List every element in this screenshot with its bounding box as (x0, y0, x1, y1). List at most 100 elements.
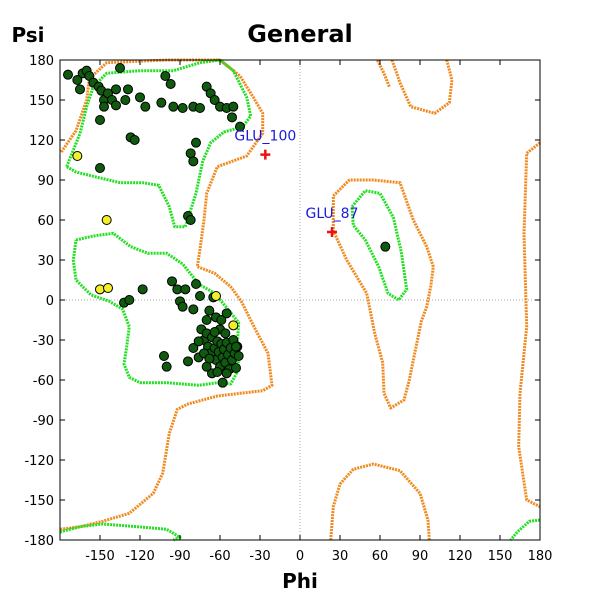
y-tick-label: -120 (24, 454, 54, 469)
outlier-label: GLU_87 (305, 206, 358, 222)
favoured-residue-point (63, 69, 73, 80)
zero-lines (60, 60, 540, 540)
favoured-residue-point (188, 343, 199, 353)
favoured-residue-point (95, 163, 105, 173)
favoured-residue-point (167, 276, 177, 287)
allowed-residue-point (103, 283, 113, 293)
residue-points (63, 63, 391, 388)
favoured-residue-point (140, 101, 151, 112)
x-axis-title: Phi (282, 569, 318, 593)
y-tick-label: -30 (33, 334, 54, 349)
favoured-residue-point (204, 353, 215, 364)
y-tick-label: -180 (24, 534, 54, 549)
favoured-residue-point (221, 368, 232, 379)
x-tick-label: -90 (169, 549, 190, 564)
y-tick-label: 120 (29, 134, 54, 149)
favoured-residue-point (160, 71, 171, 81)
allowed-residue-point (228, 320, 239, 331)
outlier-label: GLU_100 (234, 129, 296, 145)
favoured-residue-point (75, 84, 85, 95)
outlier-marker (327, 227, 337, 237)
x-tick-label: 120 (448, 549, 473, 564)
allowed-residue-point (95, 284, 105, 295)
y-tick-label: -90 (33, 414, 54, 429)
favoured-region-contour-1 (65, 58, 253, 229)
favoured-residue-point (129, 135, 140, 145)
favoured-residue-point (195, 103, 205, 113)
favoured-residue-point (193, 336, 204, 347)
x-tick-label: 0 (296, 549, 304, 564)
favoured-residue-point (228, 101, 239, 112)
favoured-residue-point (188, 156, 199, 167)
y-tick-label: 60 (37, 214, 54, 229)
allowed-residue-point (101, 215, 112, 225)
y-tick-label: 0 (46, 294, 54, 309)
allowed-region-contour-2 (517, 141, 541, 509)
x-tick-label: 60 (372, 549, 389, 564)
x-tick-label: -30 (249, 549, 270, 564)
x-tick-label: 150 (488, 549, 513, 564)
favoured-residue-point (221, 308, 232, 319)
favoured-residue-point (72, 75, 83, 85)
favoured-residue-point (209, 95, 220, 105)
outlier-markers: GLU_100 GLU_87 (234, 129, 359, 237)
y-axis: 180 150 120 90 60 30 0 -30 -60 -90 -120 -150 -180 (24, 54, 540, 549)
favoured-residue-point (180, 284, 191, 295)
favoured-residue-point (220, 328, 231, 339)
favoured-residue-point (165, 79, 176, 89)
favoured-residue-point (212, 367, 223, 377)
x-tick-label: -150 (85, 549, 115, 564)
favoured-residue-point (209, 327, 220, 337)
allowed-residue-point (72, 151, 83, 161)
y-tick-label: 180 (29, 54, 54, 69)
favoured-residue-point (195, 291, 205, 301)
favoured-region-contour-4 (59, 522, 182, 542)
allowed-region-contour-3 (375, 59, 391, 88)
favoured-residue-point (120, 95, 131, 105)
y-axis-title: Psi (11, 23, 44, 47)
favoured-residue-point (137, 284, 148, 295)
favoured-residue-point (191, 137, 201, 148)
allowed-region-contour-5 (331, 178, 435, 410)
x-tick-label: 30 (332, 549, 349, 564)
favoured-residue-point (135, 92, 145, 103)
y-tick-label: 90 (37, 174, 54, 189)
favoured-residue-point (231, 341, 241, 352)
favoured-residue-point (161, 361, 172, 372)
x-tick-label: -120 (125, 549, 155, 564)
x-tick-label: -60 (209, 549, 230, 564)
favoured-residue-point (159, 351, 169, 361)
y-tick-label: -150 (24, 494, 54, 509)
favoured-residue-point (216, 315, 227, 325)
favoured-residue-point (204, 305, 215, 316)
favoured-residue-point (191, 279, 201, 289)
x-axis: -150 -120 -90 -60 -30 0 30 60 90 120 150 180 (85, 60, 552, 564)
favoured-residue-point (188, 304, 199, 315)
favoured-residue-point (227, 112, 237, 123)
y-tick-label: 30 (37, 254, 54, 269)
allowed-residue-point (211, 291, 221, 301)
favoured-residue-point (156, 97, 167, 108)
x-tick-label: 180 (528, 549, 553, 564)
favoured-residue-point (111, 84, 121, 95)
y-tick-label: 150 (29, 94, 54, 109)
favoured-residue-point (217, 377, 228, 388)
allowed-region-contour-4 (390, 59, 454, 115)
favoured-residue-point (235, 121, 245, 132)
favoured-region-contour-5 (509, 518, 541, 541)
chart-title: General (247, 20, 353, 48)
allowed-region-contour-6 (329, 462, 431, 541)
outlier-marker (260, 149, 271, 160)
favoured-residue-point (177, 301, 188, 312)
favoured-residue-point (123, 84, 133, 95)
favoured-residue-point (177, 103, 188, 113)
y-tick-label: -60 (33, 374, 54, 389)
favoured-residue-point (124, 295, 135, 305)
favoured-residue-point (111, 100, 121, 111)
favoured-residue-point (185, 215, 196, 225)
favoured-residue-point (168, 101, 179, 112)
favoured-residue-point (95, 115, 105, 125)
favoured-residue-point (201, 315, 212, 325)
favoured-residue-point (233, 351, 244, 361)
